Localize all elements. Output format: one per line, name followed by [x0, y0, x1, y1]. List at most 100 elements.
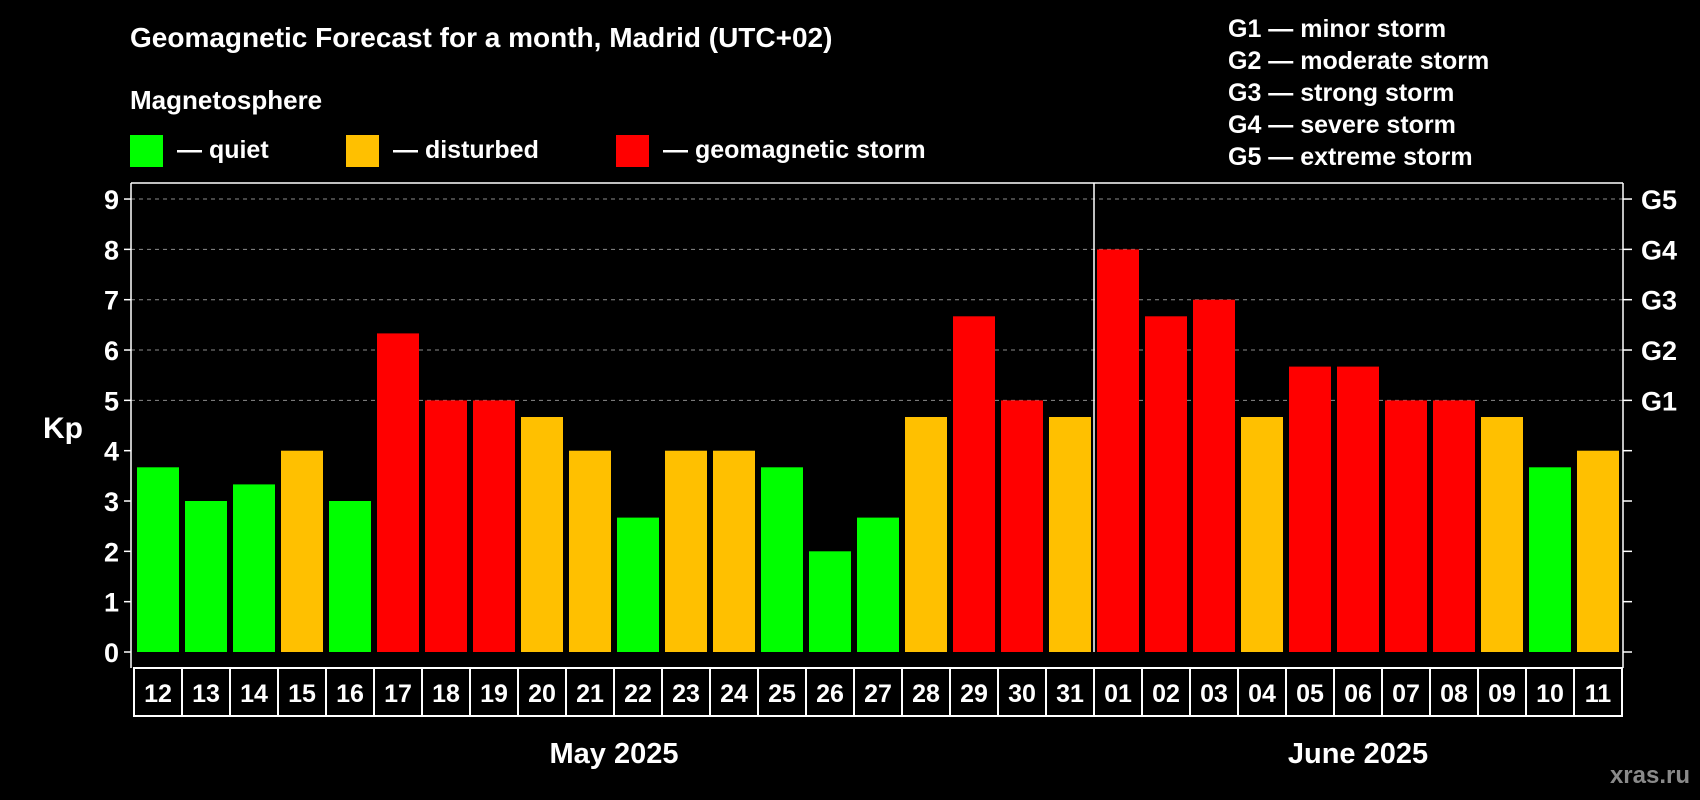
y-tick-label-2: 2: [104, 537, 119, 567]
bar-23-disturbed: [665, 450, 707, 652]
bar-17-storm: [377, 333, 419, 652]
date-label-16: 16: [336, 680, 364, 708]
storm-legend-g5: G5 — extreme storm: [1228, 143, 1473, 171]
bar-28-disturbed: [905, 417, 947, 652]
bar-27-quiet: [857, 517, 899, 652]
bar-26-quiet: [809, 551, 851, 652]
legend-swatch-storm: [616, 135, 649, 167]
date-row-frame: [133, 667, 1623, 717]
date-label-11: 11: [1585, 680, 1612, 708]
date-label-18: 18: [432, 680, 460, 708]
y-tick-label-3: 3: [104, 487, 119, 517]
g-label-g4: G4: [1641, 235, 1677, 265]
date-label-21: 21: [576, 680, 604, 708]
bar-16-quiet: [329, 501, 371, 652]
bar-25-quiet: [761, 467, 803, 652]
bar-08-storm: [1433, 400, 1475, 652]
bar-03-storm: [1193, 299, 1235, 652]
bar-13-quiet: [185, 501, 227, 652]
y-tick-label-8: 8: [104, 235, 119, 265]
date-label-05: 05: [1296, 680, 1324, 708]
month-label: May 2025: [550, 738, 679, 770]
g-label-g5: G5: [1641, 185, 1677, 215]
legend-label-quiet: — quiet: [177, 136, 269, 164]
storm-legend-g4: G4 — severe storm: [1228, 111, 1456, 139]
y-tick-label-0: 0: [104, 638, 119, 668]
legend-swatch-disturbed: [346, 135, 379, 167]
date-label-10: 10: [1536, 680, 1564, 708]
bar-07-storm: [1385, 400, 1427, 652]
y-tick-label-6: 6: [104, 336, 119, 366]
chart-title: Geomagnetic Forecast for a month, Madrid…: [130, 22, 832, 53]
date-labels: 12 13 14 15 16 17 18 19 20 21 22 23 24 25 26 27 28 29 30 31…: [133, 667, 1623, 717]
storm-legend-g2: G2 — moderate storm: [1228, 47, 1489, 75]
bar-15-disturbed: [281, 450, 323, 652]
y-tick-label-5: 5: [104, 386, 119, 416]
date-label-06: 06: [1344, 680, 1372, 708]
date-label-09: 09: [1488, 680, 1516, 708]
date-label-12: 12: [144, 680, 172, 708]
month-label: June 2025: [1288, 738, 1428, 770]
bar-14-quiet: [233, 484, 275, 652]
month-labels: May 2025 June 2025: [550, 738, 1429, 770]
bar-06-storm: [1337, 366, 1379, 652]
date-label-15: 15: [288, 680, 316, 708]
legend-label-storm: — geomagnetic storm: [663, 136, 926, 164]
y-tick-label-1: 1: [104, 588, 119, 618]
date-label-01: 01: [1104, 680, 1132, 708]
date-label-07: 07: [1392, 680, 1420, 708]
date-label-23: 23: [672, 680, 700, 708]
bar-29-storm: [953, 316, 995, 652]
date-label-08: 08: [1440, 680, 1468, 708]
date-label-31: 31: [1056, 680, 1084, 708]
axes: 0 1 2 3 4 5 6 7 8 9 G1 G2 G3 G4 G5: [104, 182, 1677, 668]
date-label-22: 22: [624, 680, 652, 708]
date-label-17: 17: [384, 680, 412, 708]
bar-10-quiet: [1529, 467, 1571, 652]
bar-02-storm: [1145, 316, 1187, 652]
y-tick-label-9: 9: [104, 185, 119, 215]
bar-04-disturbed: [1241, 417, 1283, 652]
bar-31-disturbed: [1049, 417, 1091, 652]
date-label-25: 25: [768, 680, 796, 708]
storm-legend-g3: G3 — strong storm: [1228, 79, 1454, 107]
date-label-26: 26: [816, 680, 844, 708]
g-label-g3: G3: [1641, 286, 1677, 316]
date-label-19: 19: [480, 680, 508, 708]
bar-01-storm: [1097, 249, 1139, 652]
date-label-30: 30: [1008, 680, 1036, 708]
bar-20-disturbed: [521, 417, 563, 652]
y-tick-label-4: 4: [104, 437, 119, 467]
y-axis-label: Kp: [43, 412, 83, 445]
bar-19-storm: [473, 400, 515, 652]
watermark: xras.ru: [1610, 762, 1690, 789]
bars: [137, 249, 1619, 652]
date-label-29: 29: [960, 680, 988, 708]
bar-11-disturbed: [1577, 450, 1619, 652]
legend-label-disturbed: — disturbed: [393, 136, 539, 164]
bar-05-storm: [1289, 366, 1331, 652]
date-label-14: 14: [240, 680, 268, 708]
bar-12-quiet: [137, 467, 179, 652]
bar-24-disturbed: [713, 450, 755, 652]
bar-09-disturbed: [1481, 417, 1523, 652]
bar-30-storm: [1001, 400, 1043, 652]
y-tick-label-7: 7: [104, 286, 119, 316]
date-label-03: 03: [1200, 680, 1228, 708]
g-label-g2: G2: [1641, 336, 1677, 366]
storm-legend-g1: G1 — minor storm: [1228, 15, 1446, 43]
date-label-20: 20: [528, 680, 556, 708]
g-label-g1: G1: [1641, 386, 1677, 416]
date-label-02: 02: [1152, 680, 1180, 708]
bar-18-storm: [425, 400, 467, 652]
legend-title: Magnetosphere: [130, 85, 322, 115]
date-label-28: 28: [912, 680, 940, 708]
date-label-04: 04: [1248, 680, 1276, 708]
legend-swatch-quiet: [130, 135, 163, 167]
date-label-24: 24: [720, 680, 748, 708]
bar-22-quiet: [617, 517, 659, 652]
date-label-27: 27: [864, 680, 892, 708]
date-label-13: 13: [192, 680, 220, 708]
bar-21-disturbed: [569, 450, 611, 652]
